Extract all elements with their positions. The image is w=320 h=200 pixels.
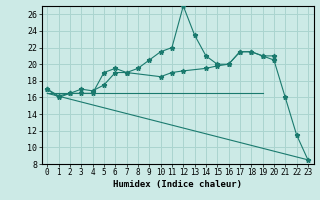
X-axis label: Humidex (Indice chaleur): Humidex (Indice chaleur) bbox=[113, 180, 242, 189]
